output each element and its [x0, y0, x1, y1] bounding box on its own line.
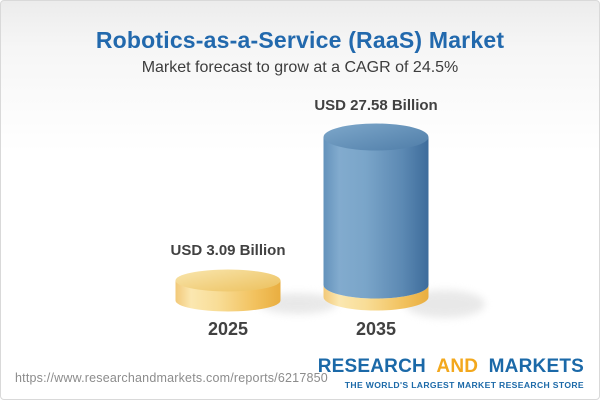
bar-2035-cylinder [323, 123, 429, 311]
logo-word-markets: MARKETS [488, 356, 584, 377]
logo-wordmark: RESEARCH AND MARKETS [318, 356, 584, 378]
bar-2035-value-label: USD 27.58 Billion [314, 97, 438, 114]
logo-word-research: RESEARCH [317, 356, 426, 377]
x-axis-label-2025: 2025 [207, 319, 249, 339]
logo-word-and: AND [436, 356, 479, 377]
bar-2025-top-cap [175, 269, 281, 292]
page-subtitle: Market forecast to grow at a CAGR of 24.… [141, 59, 459, 76]
bar-2025-cylinder [175, 269, 281, 312]
bar-2035-blue-body [323, 137, 429, 299]
report-url: https://www.researchandmarkets.com/repor… [15, 371, 328, 385]
bar-2035-gold-base [323, 285, 429, 311]
x-axis-label-2035: 2035 [355, 319, 397, 339]
bar-2025-value-label: USD 3.09 Billion [170, 242, 286, 259]
page-title: Robotics-as-a-Service (RaaS) Market [95, 27, 505, 53]
logo-tagline: THE WORLD'S LARGEST MARKET RESEARCH STOR… [344, 380, 584, 390]
research-and-markets-logo: RESEARCH AND MARKETS THE WORLD'S LARGEST… [318, 356, 584, 390]
bar-2035-top-cap [323, 123, 429, 151]
